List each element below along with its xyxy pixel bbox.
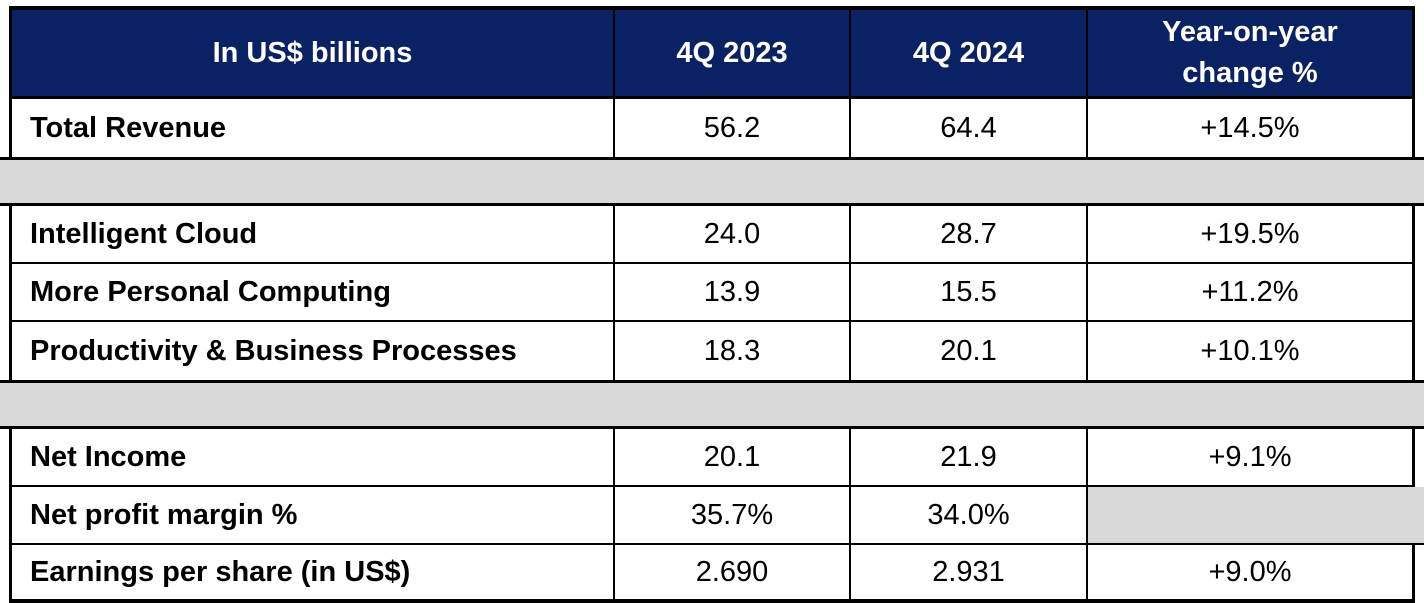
- table-row: Productivity & Business Processes 18.3 20.…: [9, 322, 1415, 380]
- cell-4q2024: 21.9: [849, 429, 1086, 485]
- row-label: Intelligent Cloud: [30, 217, 258, 250]
- cell-4q2024: 64.4: [849, 99, 1086, 157]
- cell-yoy-change: +9.0%: [1086, 545, 1412, 599]
- cell-4q2023: 13.9: [613, 264, 849, 320]
- row-label: Net Income: [30, 440, 187, 473]
- header-cell-yoy-change: Year-on-year change %: [1086, 10, 1412, 96]
- cell-4q2024: 2.931: [849, 545, 1086, 599]
- cell-4q2024: 15.5: [849, 264, 1086, 320]
- cell-yoy-change: +19.5%: [1086, 206, 1412, 262]
- table-row: Net profit margin % 35.7% 34.0%: [9, 487, 1424, 545]
- cell-4q2023: 18.3: [613, 322, 849, 380]
- header-cell-metric: In US$ billions: [212, 36, 413, 69]
- cell-4q2023: 24.0: [613, 206, 849, 262]
- table-row: Earnings per share (in US$) 2.690 2.931 +9.…: [9, 545, 1415, 603]
- cell-yoy-change: +9.1%: [1086, 429, 1412, 485]
- header-cell-4q2024: 4Q 2024: [849, 10, 1086, 96]
- header-row: In US$ billions 4Q 2023 4Q 2024 Year-on-…: [9, 6, 1415, 99]
- cell-4q2023: 35.7%: [613, 487, 849, 543]
- table-row: Total Revenue 56.2 64.4 +14.5%: [9, 99, 1415, 157]
- spacer-row: [0, 157, 1424, 206]
- row-label: Earnings per share (in US$): [30, 555, 411, 588]
- row-label: Net profit margin %: [30, 498, 298, 531]
- table-row: Intelligent Cloud 24.0 28.7 +19.5%: [9, 206, 1415, 264]
- table-row: Net Income 20.1 21.9 +9.1%: [9, 429, 1415, 487]
- cell-4q2023: 56.2: [613, 99, 849, 157]
- cell-4q2023: 2.690: [613, 545, 849, 599]
- cell-yoy-change: [1086, 487, 1424, 543]
- table-body: Total Revenue 56.2 64.4 +14.5% Intelligent C…: [0, 99, 1424, 603]
- cell-yoy-change: +11.2%: [1086, 264, 1412, 320]
- cell-4q2024: 28.7: [849, 206, 1086, 262]
- cell-4q2024: 34.0%: [849, 487, 1086, 543]
- row-label: More Personal Computing: [30, 275, 391, 308]
- cell-4q2023: 20.1: [613, 429, 849, 485]
- table-row: More Personal Computing 13.9 15.5 +11.2%: [9, 264, 1415, 322]
- cell-yoy-change: +14.5%: [1086, 99, 1412, 157]
- spacer-row: [0, 380, 1424, 429]
- cell-4q2024: 20.1: [849, 322, 1086, 380]
- row-label: Total Revenue: [30, 111, 227, 144]
- row-label: Productivity & Business Processes: [30, 334, 517, 367]
- cell-yoy-change: +10.1%: [1086, 322, 1412, 380]
- header-cell-4q2023: 4Q 2023: [613, 10, 849, 96]
